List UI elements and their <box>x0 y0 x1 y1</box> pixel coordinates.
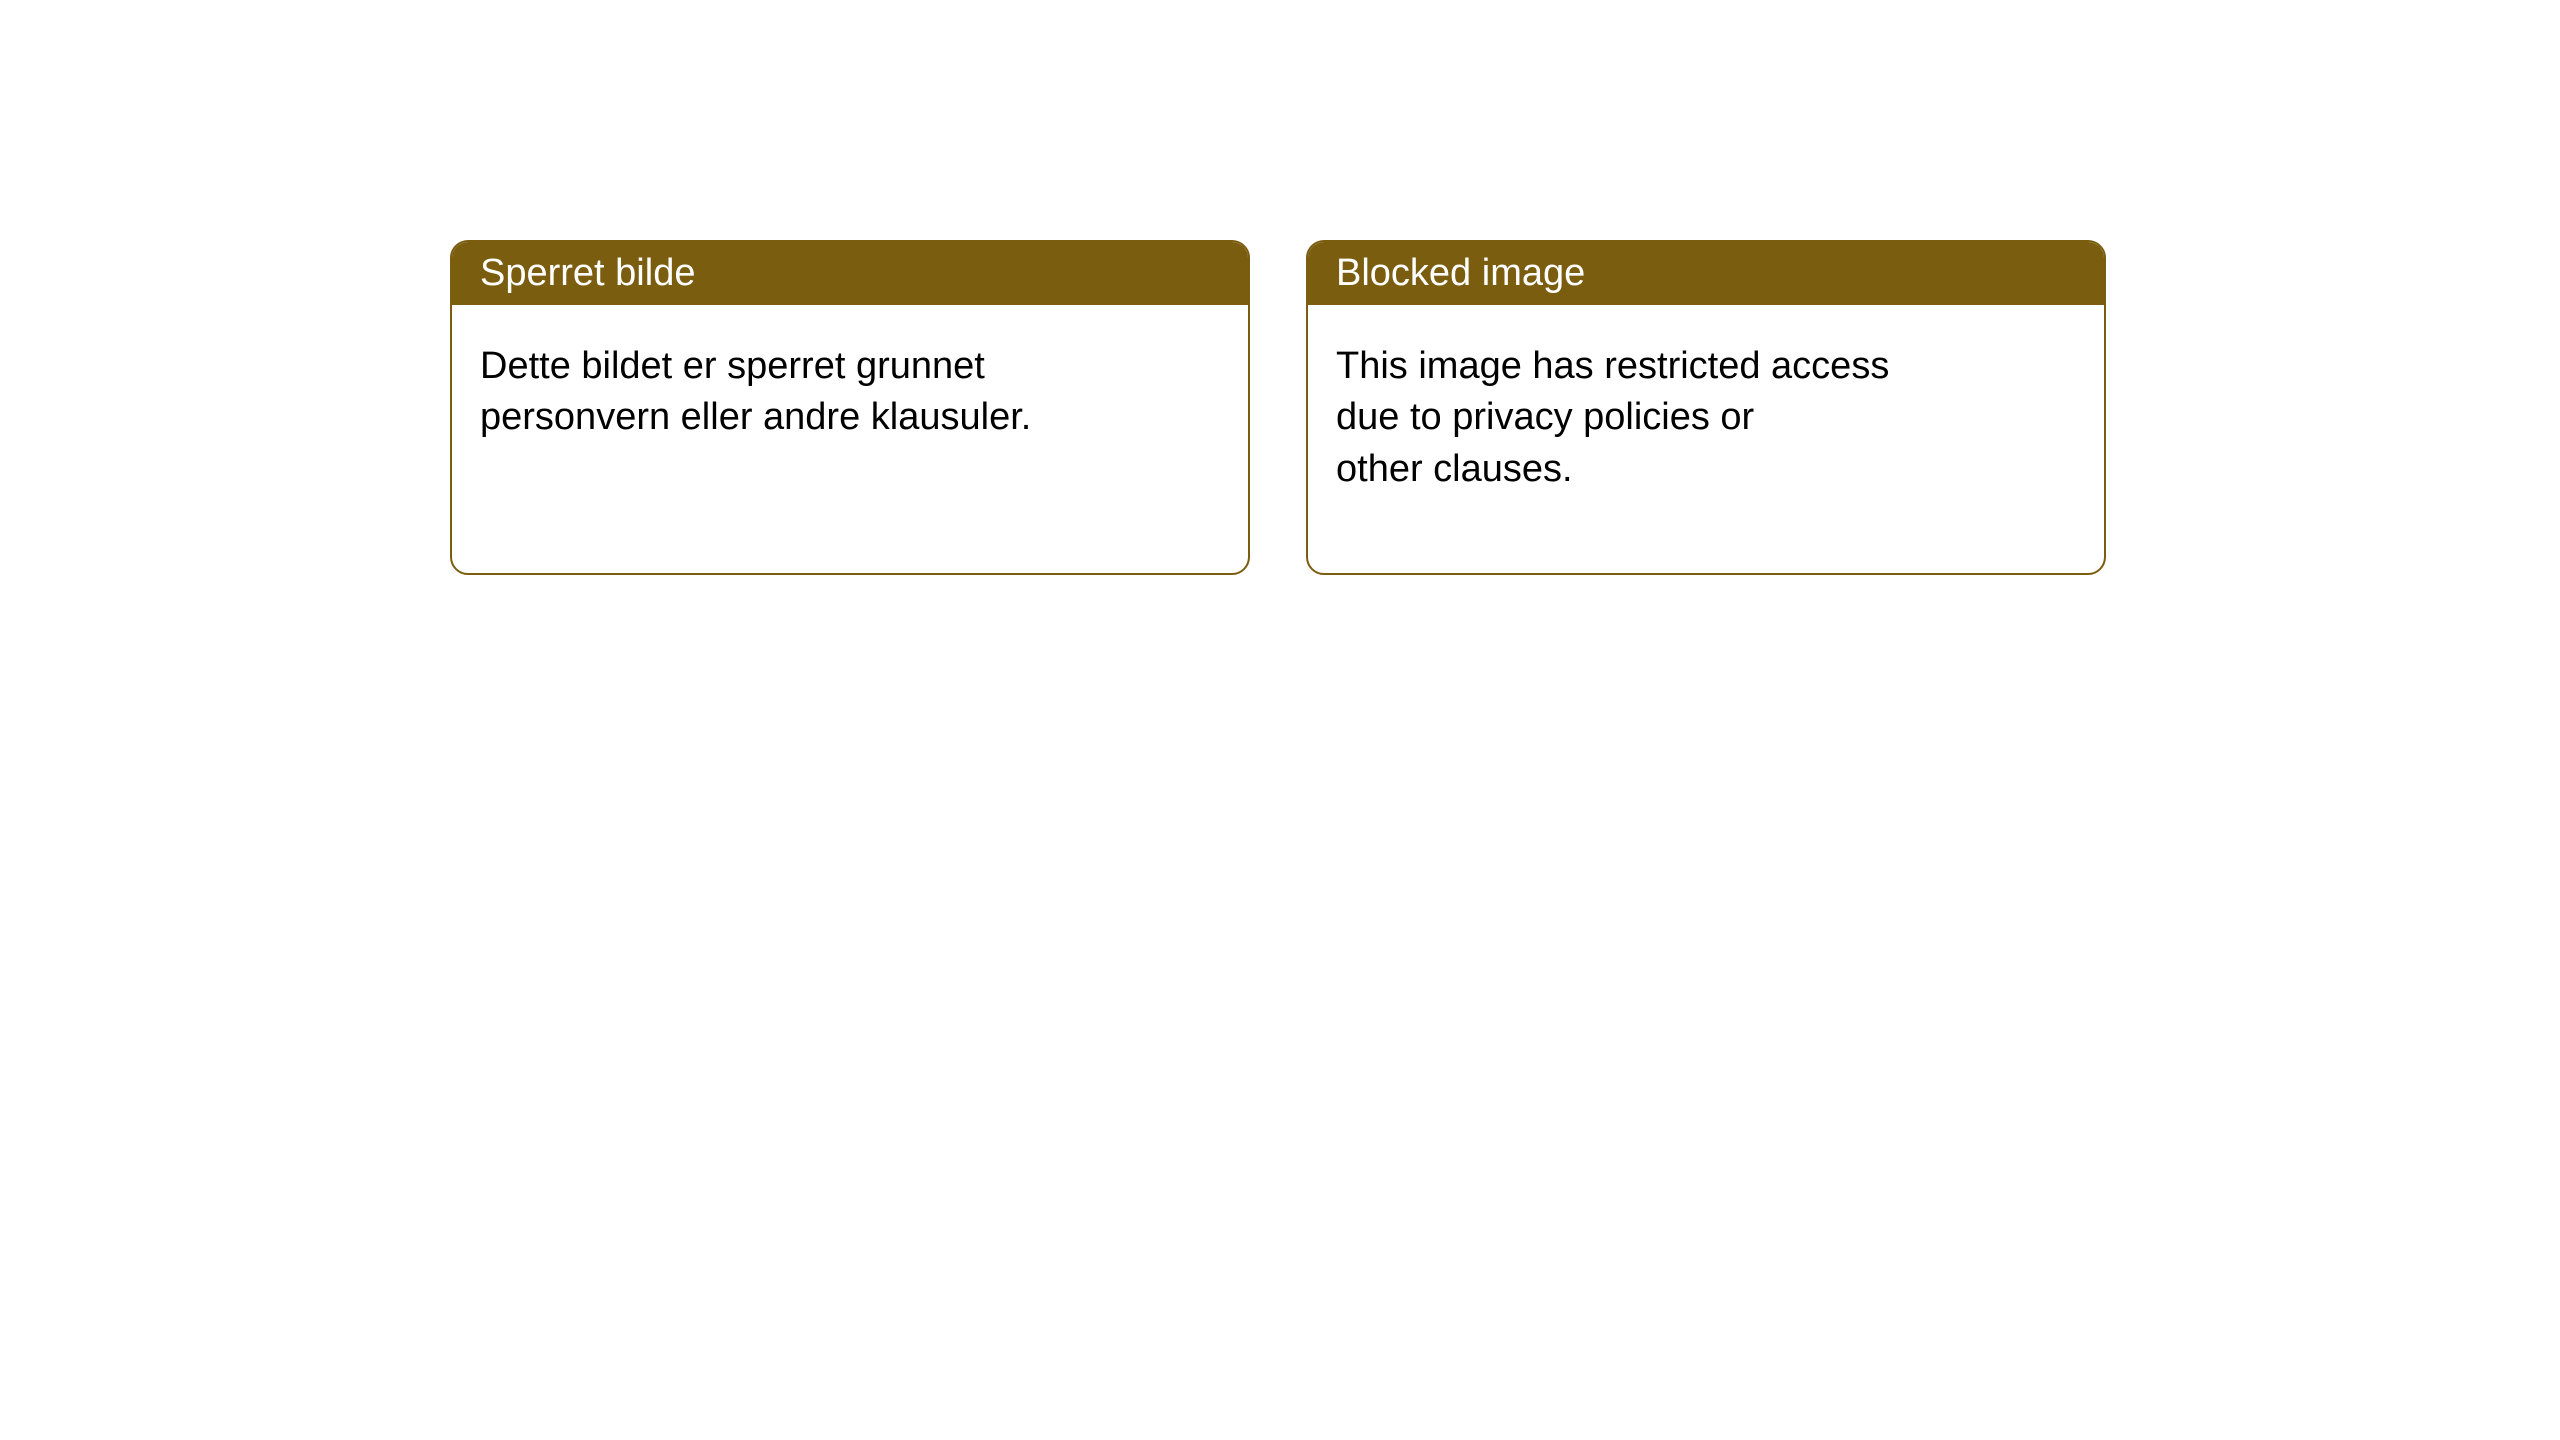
card-body: This image has restricted access due to … <box>1308 305 2104 531</box>
blocked-image-card-en: Blocked image This image has restricted … <box>1306 240 2106 575</box>
blocked-image-card-no: Sperret bilde Dette bildet er sperret gr… <box>450 240 1250 575</box>
card-body: Dette bildet er sperret grunnet personve… <box>452 305 1248 480</box>
card-header: Sperret bilde <box>452 242 1248 305</box>
card-header: Blocked image <box>1308 242 2104 305</box>
notice-container: Sperret bilde Dette bildet er sperret gr… <box>0 0 2560 575</box>
